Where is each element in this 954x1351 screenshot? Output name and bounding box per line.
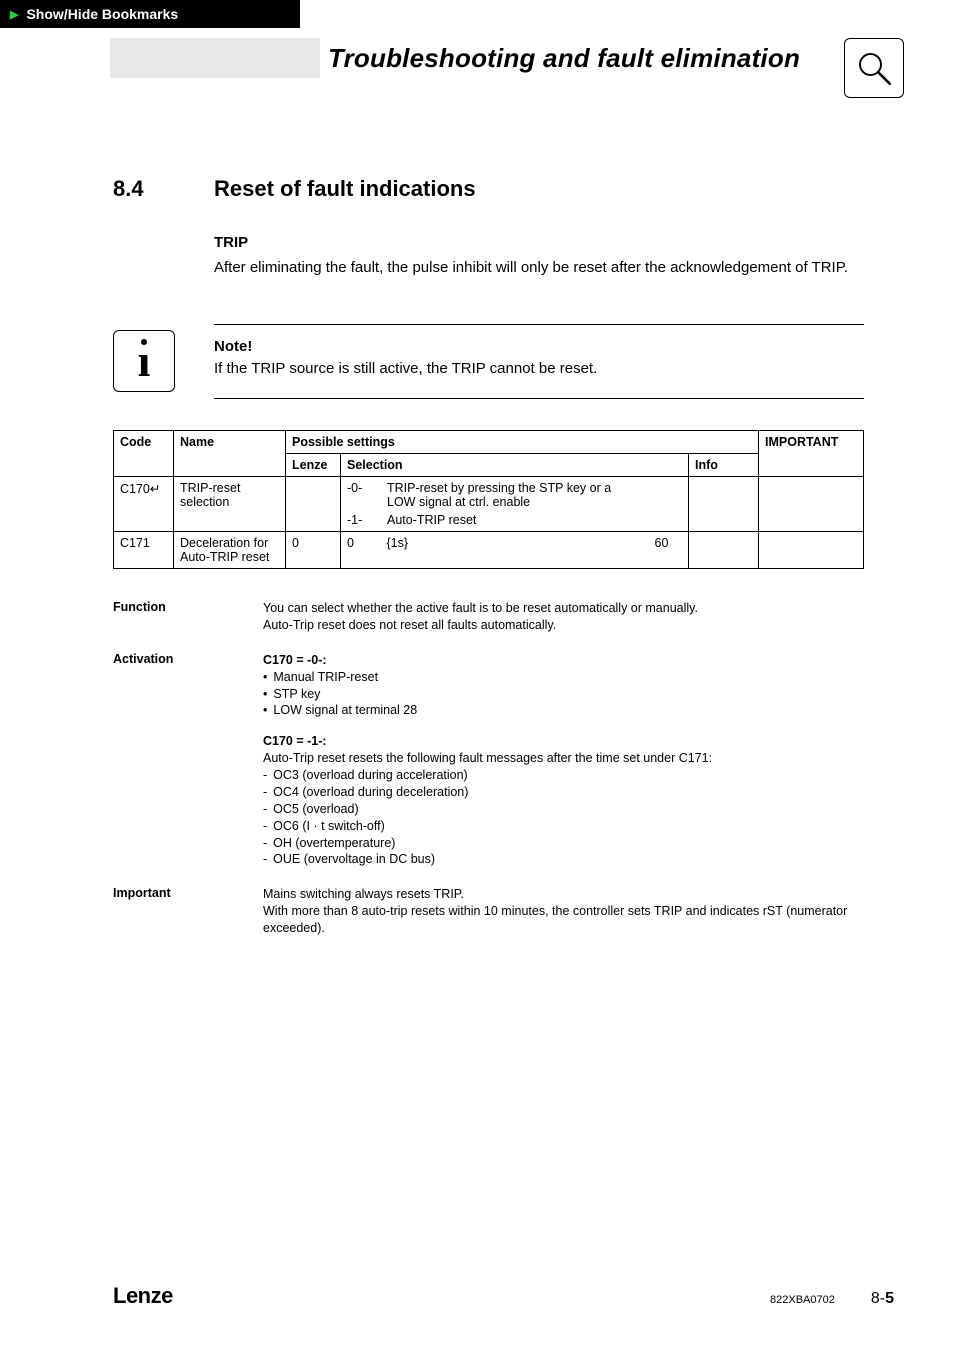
bookmark-toggle[interactable]: ▶ Show/Hide Bookmarks: [0, 0, 300, 28]
table-row: C170↵ TRIP-reset selection -0- TRIP-rese…: [114, 477, 864, 532]
cell-sel-c2: [648, 513, 688, 531]
note-heading: Note!: [214, 338, 252, 355]
header-grey-band: [110, 38, 320, 78]
cell-lenze: [286, 477, 341, 532]
activation-b0-1: STP key: [263, 686, 864, 703]
cell-imp: [759, 532, 864, 569]
cell-sel-c1: [648, 477, 688, 513]
cell-lenze: 0: [286, 532, 341, 569]
def-important-label: Important: [113, 886, 263, 937]
section-title: Reset of fault indications: [214, 176, 476, 202]
def-activation: Activation C170 = -0-: Manual TRIP-reset…: [113, 652, 864, 869]
def-function-label: Function: [113, 600, 263, 634]
bookmark-label: Show/Hide Bookmarks: [26, 6, 178, 22]
def-activation-body: C170 = -0-: Manual TRIP-reset STP key LO…: [263, 652, 864, 869]
doc-id: 822XBA0702: [770, 1294, 835, 1306]
cell-sel-b: {1s}: [381, 532, 649, 569]
def-function-line2: Auto-Trip reset does not reset all fault…: [263, 617, 864, 634]
note-body: If the TRIP source is still active, the …: [214, 360, 864, 377]
activation-b1-3: OC6 (I · t switch-off): [263, 818, 864, 835]
activation-b1-2: OC5 (overload): [263, 801, 864, 818]
important-line1: Mains switching always resets TRIP.: [263, 886, 864, 903]
cell-info: [689, 477, 759, 532]
bookmark-triangle-icon: ▶: [10, 8, 18, 21]
th-name: Name: [174, 431, 286, 477]
parameter-table: Code Name Possible settings IMPORTANT Le…: [113, 430, 864, 569]
activation-p1: Auto-Trip reset resets the following fau…: [263, 750, 864, 767]
cell-sel-a1: -0-: [341, 477, 381, 513]
th-important: IMPORTANT: [759, 431, 864, 477]
activation-b1-1: OC4 (overload during deceleration): [263, 784, 864, 801]
info-icon: ı: [113, 330, 175, 392]
activation-h0: C170 = -0-:: [263, 652, 864, 669]
cell-imp: [759, 477, 864, 532]
note-rule-top: [214, 324, 864, 325]
magnifier-icon: [844, 38, 904, 98]
table-head-row-1: Code Name Possible settings IMPORTANT: [114, 431, 864, 454]
def-function-body: You can select whether the active fault …: [263, 600, 864, 634]
important-line2: With more than 8 auto-trip resets within…: [263, 903, 864, 937]
def-function-line1: You can select whether the active fault …: [263, 600, 864, 617]
cell-name: Deceleration for Auto-TRIP reset: [174, 532, 286, 569]
activation-b0-2: LOW signal at terminal 28: [263, 702, 864, 719]
page-footer: Lenze 822XBA0702 8-5: [113, 1283, 894, 1309]
cell-sel-b2: Auto-TRIP reset: [381, 513, 648, 531]
def-important-body: Mains switching always resets TRIP. With…: [263, 886, 864, 937]
def-activation-label: Activation: [113, 652, 263, 869]
activation-b1-5: OUE (overvoltage in DC bus): [263, 851, 864, 868]
cell-info: [689, 532, 759, 569]
page-header: Troubleshooting and fault elimination: [110, 38, 904, 98]
def-function: Function You can select whether the acti…: [113, 600, 864, 634]
table-row: C171 Deceleration for Auto-TRIP reset 0 …: [114, 532, 864, 569]
def-important: Important Mains switching always resets …: [113, 886, 864, 937]
cell-code: C171: [114, 532, 174, 569]
page-title: Troubleshooting and fault elimination: [320, 38, 832, 78]
th-selection: Selection: [341, 454, 689, 477]
cell-sel-c: 60: [649, 532, 689, 569]
cell-name: TRIP-reset selection: [174, 477, 286, 532]
cell-code: C170↵: [114, 477, 174, 532]
cell-sel-b1: TRIP-reset by pressing the STP key or a …: [381, 477, 648, 513]
definitions: Function You can select whether the acti…: [113, 600, 864, 955]
section-number: 8.4: [113, 176, 144, 202]
activation-b1-0: OC3 (overload during acceleration): [263, 767, 864, 784]
page-number: 8-5: [871, 1290, 894, 1308]
note-rule-bottom: [214, 398, 864, 399]
th-possible: Possible settings: [286, 431, 759, 454]
th-info: Info: [689, 454, 759, 477]
cell-selection-wrap: -0- TRIP-reset by pressing the STP key o…: [341, 477, 689, 532]
activation-h1: C170 = -1-:: [263, 733, 864, 750]
trip-body: After eliminating the fault, the pulse i…: [214, 258, 864, 278]
th-code: Code: [114, 431, 174, 477]
activation-b1-4: OH (overtemperature): [263, 835, 864, 852]
trip-heading: TRIP: [214, 234, 248, 251]
activation-b0-0: Manual TRIP-reset: [263, 669, 864, 686]
cell-sel-a: 0: [341, 532, 381, 569]
cell-sel-a2: -1-: [341, 513, 381, 531]
th-lenze: Lenze: [286, 454, 341, 477]
brand-logo: Lenze: [113, 1283, 173, 1309]
